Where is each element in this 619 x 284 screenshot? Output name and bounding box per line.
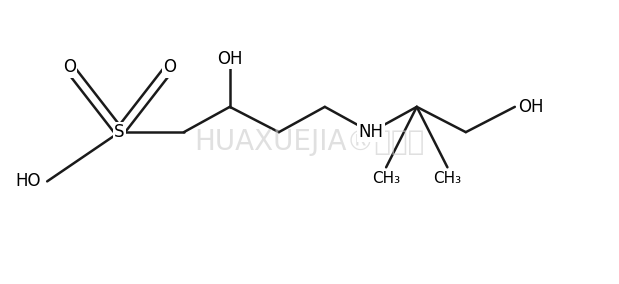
- Text: S: S: [115, 123, 125, 141]
- Text: O: O: [63, 59, 76, 76]
- Text: O: O: [163, 59, 176, 76]
- Text: CH₃: CH₃: [372, 171, 400, 186]
- Text: HUAXUEJIA®化学加: HUAXUEJIA®化学加: [194, 128, 425, 156]
- Text: HO: HO: [15, 172, 41, 190]
- Text: CH₃: CH₃: [433, 171, 462, 186]
- Text: OH: OH: [217, 50, 243, 68]
- Text: NH: NH: [358, 123, 383, 141]
- Text: OH: OH: [518, 98, 543, 116]
